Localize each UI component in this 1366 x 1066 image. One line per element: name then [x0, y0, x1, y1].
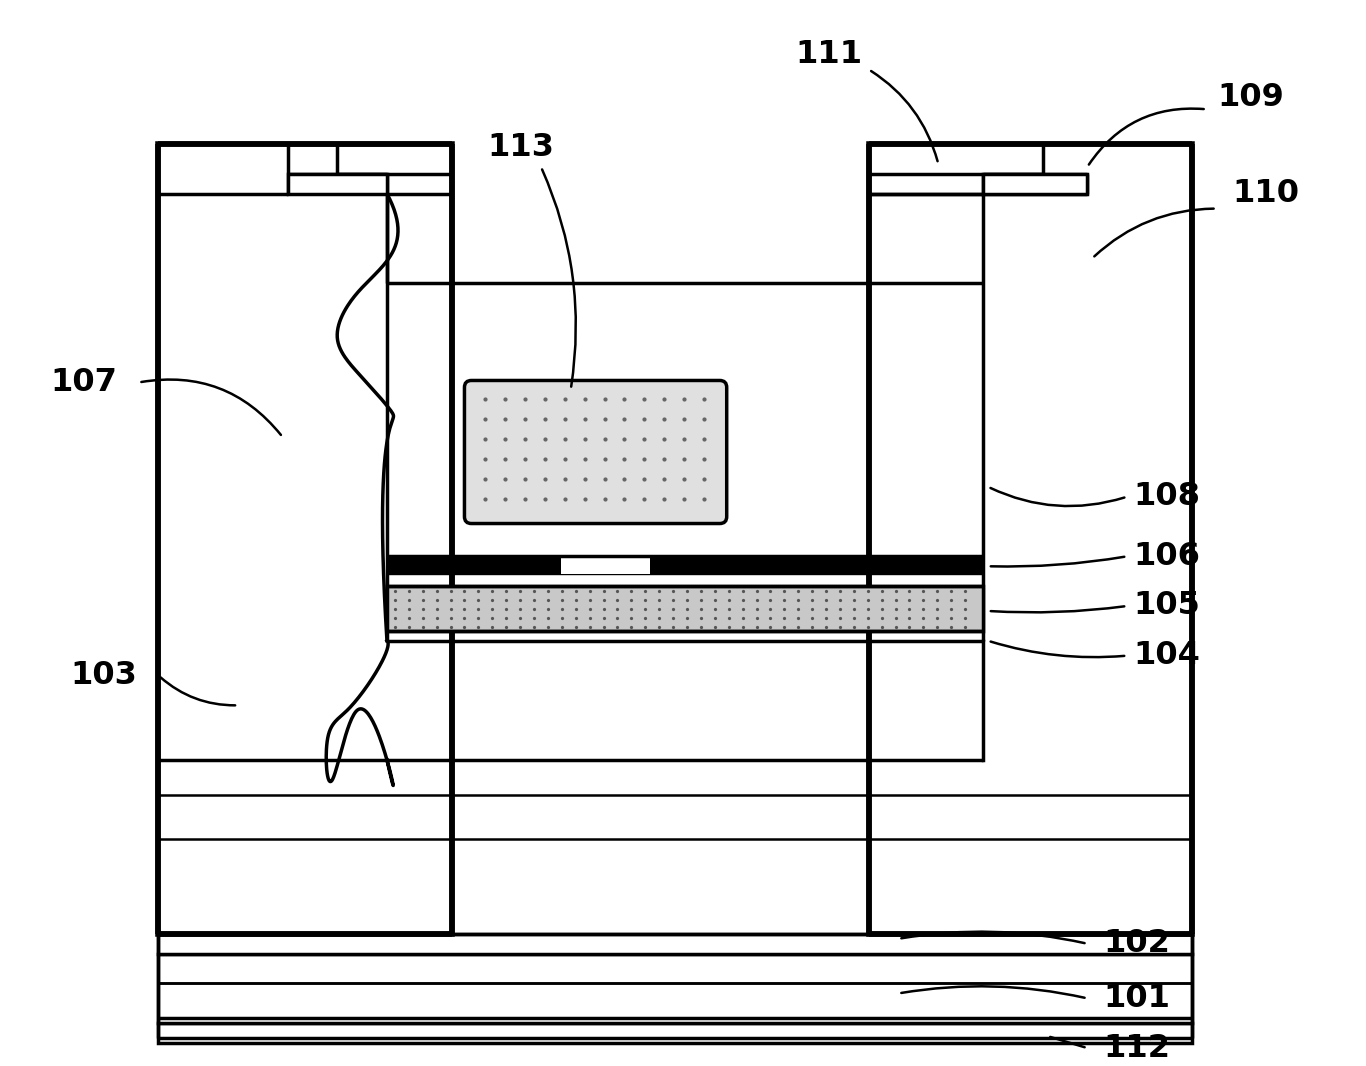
Bar — [158, 934, 1191, 954]
Text: 101: 101 — [1104, 983, 1171, 1014]
Bar — [158, 1023, 1191, 1043]
Text: 107: 107 — [51, 367, 117, 398]
Bar — [984, 174, 1087, 194]
Text: 113: 113 — [488, 131, 555, 162]
Text: 106: 106 — [1134, 540, 1201, 571]
FancyBboxPatch shape — [464, 381, 727, 523]
Bar — [288, 174, 387, 194]
Bar — [869, 144, 1191, 934]
Text: 108: 108 — [1134, 481, 1201, 512]
Text: 105: 105 — [1134, 591, 1201, 621]
Text: 112: 112 — [1104, 1033, 1171, 1064]
Polygon shape — [387, 556, 984, 575]
Text: 111: 111 — [795, 39, 862, 70]
Text: 103: 103 — [71, 660, 137, 691]
Text: 102: 102 — [1104, 928, 1171, 959]
Bar — [158, 144, 452, 934]
Text: 109: 109 — [1218, 82, 1284, 113]
Bar — [158, 954, 1191, 1023]
Text: 104: 104 — [1134, 641, 1201, 672]
Text: 110: 110 — [1232, 178, 1299, 209]
Polygon shape — [561, 556, 650, 575]
Bar — [387, 586, 984, 631]
